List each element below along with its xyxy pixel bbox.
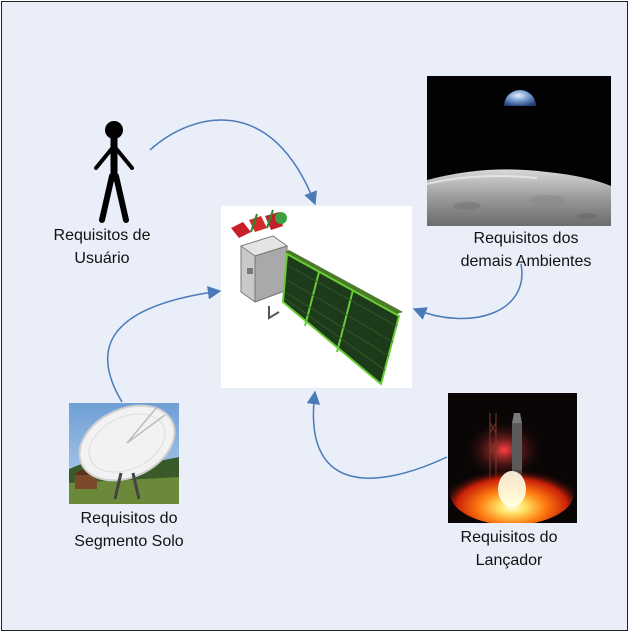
label-environment-requirements: Requisitos dos demais Ambientes <box>460 230 592 270</box>
label-ground-segment-requirements: Requisitos do Segmento Solo <box>74 510 184 550</box>
arrow-environment-to-satellite <box>412 263 523 320</box>
arrow-ground-to-satellite <box>107 285 222 403</box>
arrow-user-to-satellite <box>149 119 317 206</box>
label-launcher-requirements: Requisitos do Lançador <box>460 529 558 569</box>
person-stick-figure-icon <box>94 121 134 223</box>
label-user-requirements: Requisitos de Usuário <box>53 227 151 267</box>
earthrise-photo <box>427 76 611 226</box>
rocket-launch-photo <box>448 393 577 523</box>
satellite-image <box>221 206 412 388</box>
arrow-launcher-to-satellite <box>306 390 448 479</box>
ground-antenna-photo <box>69 403 179 504</box>
